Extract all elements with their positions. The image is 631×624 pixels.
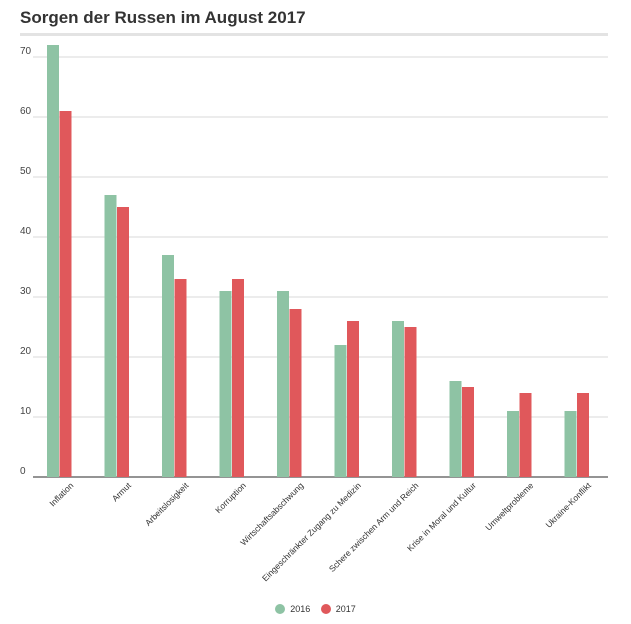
chart-title: Sorgen der Russen im August 2017	[20, 8, 306, 27]
bar-2016-7[interactable]	[449, 381, 462, 477]
x-tick-label: Arbeitslosigkeit	[143, 480, 191, 528]
legend-label-2016: 2016	[290, 604, 311, 614]
bar-2016-5[interactable]	[334, 345, 347, 477]
legend-label-2017: 2017	[335, 604, 356, 614]
y-tick-label: 10	[20, 406, 32, 417]
title-divider	[20, 33, 608, 36]
bar-2016-6[interactable]	[392, 321, 404, 477]
x-tick-label: Eingeschränkter Zugang zu Medizin	[260, 480, 363, 583]
bar-2016-0[interactable]	[47, 45, 59, 477]
bars	[47, 45, 589, 477]
bar-2017-3[interactable]	[232, 279, 244, 477]
bar-2017-2[interactable]	[174, 279, 187, 477]
y-tick-label: 30	[20, 286, 32, 297]
y-tick-label: 20	[20, 346, 32, 357]
legend: 2016 2017	[0, 604, 631, 616]
bar-2016-3[interactable]	[219, 291, 232, 477]
bar-2016-4[interactable]	[277, 291, 289, 477]
bar-2017-0[interactable]	[59, 111, 72, 477]
bar-2017-1[interactable]	[117, 207, 129, 477]
x-tick-label: Ukraine-Konflikt	[543, 480, 593, 530]
legend-swatch-2017	[320, 604, 331, 614]
x-tick-label: Wirtschaftsabschwung	[238, 480, 305, 547]
x-tick-label: Inflation	[47, 480, 75, 508]
x-axis-labels: Inflation Armut Arbeitslosigkeit Korruption…	[47, 480, 593, 583]
x-tick-label: Umweltprobleme	[483, 480, 535, 532]
bar-2016-2[interactable]	[162, 255, 174, 477]
bar-2016-1[interactable]	[104, 195, 117, 477]
bar-2017-7[interactable]	[462, 387, 474, 477]
x-tick-label: Armut	[110, 480, 134, 504]
y-tick-label: 0	[20, 466, 26, 477]
bar-2017-9[interactable]	[577, 393, 589, 477]
legend-item-2016[interactable]: 2016	[275, 604, 310, 614]
bar-2017-4[interactable]	[289, 309, 302, 477]
y-tick-label: 50	[20, 166, 32, 177]
y-tick-label: 70	[20, 46, 32, 57]
legend-item-2017[interactable]: 2017	[320, 604, 356, 614]
x-tick-label: Korruption	[213, 480, 248, 515]
bar-2016-8[interactable]	[507, 411, 519, 477]
bar-2016-9[interactable]	[564, 411, 577, 477]
y-tick-label: 40	[20, 226, 32, 237]
y-tick-label: 60	[20, 106, 32, 117]
bar-2017-6[interactable]	[404, 327, 417, 477]
bar-chart: 0 10 20 30 40 50 60 70 Inflation Armut Arbeitslos…	[20, 45, 608, 583]
legend-swatch-2016	[275, 604, 286, 614]
y-axis-ticks: 0 10 20 30 40 50 60 70	[20, 46, 32, 477]
bar-2017-8[interactable]	[519, 393, 532, 477]
bar-2017-5[interactable]	[347, 321, 359, 477]
